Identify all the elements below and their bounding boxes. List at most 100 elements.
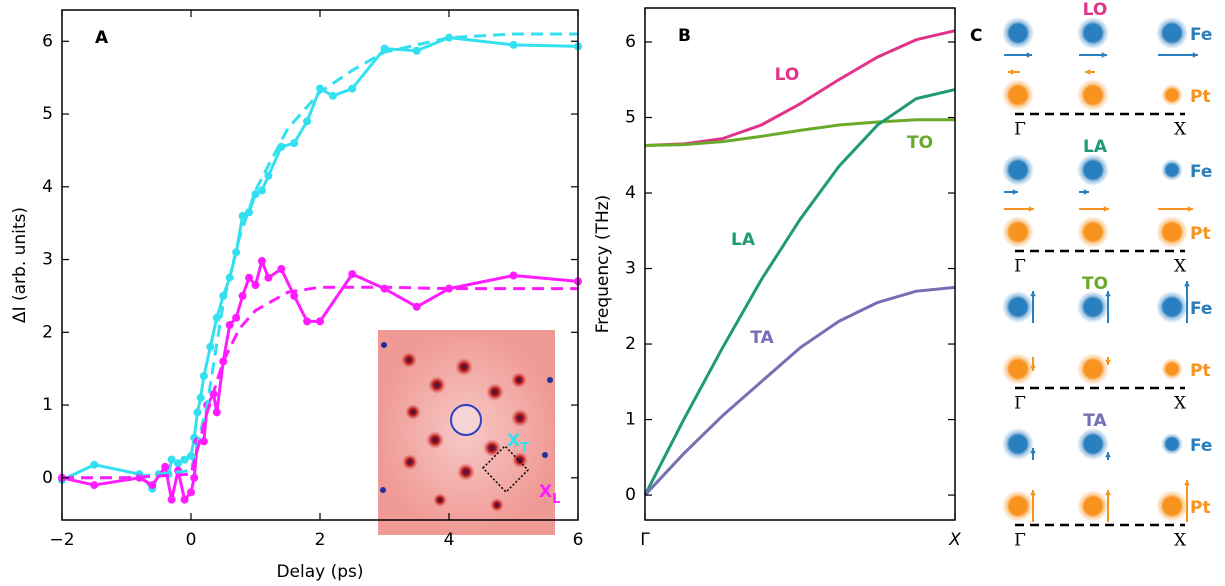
data-point (290, 139, 299, 148)
curve-label: LA (731, 230, 756, 250)
mode-label: LO (1083, 0, 1108, 20)
fe-atom (1161, 159, 1183, 181)
zone-end-label: X (1174, 531, 1187, 551)
data-point (206, 342, 215, 351)
series-line (644, 118, 955, 147)
data-point (257, 256, 266, 265)
data-point (148, 481, 157, 490)
x-axis-label: Delay (ps) (276, 562, 363, 582)
data-point (245, 208, 254, 217)
data-point (412, 302, 421, 311)
arrow-head (1012, 189, 1018, 195)
mode-label: LA (1083, 137, 1108, 157)
data-point (245, 273, 254, 282)
data-point (180, 495, 189, 504)
y-tick-label: 6 (42, 31, 53, 51)
y-tick-label: 5 (625, 107, 636, 127)
data-point (264, 171, 273, 180)
series-line (643, 285, 956, 497)
data-point (264, 273, 273, 282)
series-line (643, 88, 956, 496)
arrow-head (1103, 206, 1109, 212)
data-point (509, 271, 518, 280)
arrow-head (1030, 448, 1036, 454)
zone-end-label: Γ (1014, 394, 1026, 414)
plot-frame (644, 7, 956, 521)
zone-end-label: Γ (1014, 257, 1026, 277)
pt-atom (1161, 84, 1183, 106)
data-point (509, 40, 518, 49)
arrow-head (1085, 69, 1091, 75)
data-point (277, 142, 286, 151)
panel-label: C (970, 26, 982, 46)
y-tick-label: 6 (625, 32, 636, 52)
fe-atom (1077, 154, 1109, 186)
data-point (167, 495, 176, 504)
data-point (290, 291, 299, 300)
arrow-head (1101, 52, 1107, 58)
curve-label: TO (907, 133, 933, 153)
atom-label: Pt (1190, 361, 1211, 381)
fe-atom (1002, 291, 1034, 323)
y-tick-label: 4 (625, 183, 636, 203)
arrow-head (1105, 359, 1111, 365)
data-point (199, 437, 208, 446)
fe-atom (1156, 17, 1188, 49)
data-point (193, 408, 202, 417)
arrow-head (1184, 281, 1190, 287)
arrow-head (1187, 206, 1193, 212)
data-point (180, 455, 189, 464)
data-point (232, 313, 241, 322)
data-point (161, 462, 170, 471)
pt-atom (1156, 216, 1188, 248)
arrow-head (1184, 480, 1190, 486)
pt-atom (1077, 79, 1109, 111)
x-tick-label: −2 (49, 530, 74, 550)
zone-end-label: X (1174, 120, 1187, 140)
data-point (328, 91, 337, 100)
data-point (174, 459, 183, 468)
zone-end-label: X (1174, 257, 1187, 277)
arrow-head (1008, 69, 1014, 75)
inset-label-sub: T (520, 441, 529, 456)
x-tick-label: X (948, 530, 961, 550)
pt-atom (1002, 490, 1034, 522)
pt-atom (1002, 216, 1034, 248)
pt-atom (1156, 490, 1188, 522)
data-point (196, 393, 205, 402)
panel-label: B (678, 26, 691, 46)
data-point (212, 313, 221, 322)
data-point (251, 281, 260, 290)
pt-atom (1161, 358, 1183, 380)
fe-atom (1002, 428, 1034, 460)
data-point (199, 371, 208, 380)
data-point (90, 481, 99, 490)
y-axis-label: Frequency (THz) (593, 195, 613, 334)
data-point (303, 117, 312, 126)
arrow-head (1030, 490, 1036, 496)
pt-atom (1002, 353, 1034, 385)
arrow-head (1083, 189, 1089, 195)
data-point (348, 270, 357, 279)
atom-label: Pt (1190, 224, 1211, 244)
series-line (644, 29, 956, 147)
pt-atom (1002, 79, 1034, 111)
panel-label: A (95, 28, 109, 48)
mode-label: TO (1082, 274, 1108, 294)
arrow-head (1105, 490, 1111, 496)
y-tick-label: 5 (42, 104, 53, 124)
fe-atom (1156, 291, 1188, 323)
fe-atom (1077, 291, 1109, 323)
atom-label: Fe (1190, 436, 1212, 456)
data-point (90, 460, 99, 469)
y-tick-label: 0 (625, 485, 636, 505)
x-tick-label: Γ (640, 530, 650, 550)
zone-end-label: Γ (1014, 120, 1026, 140)
fe-atom (1002, 154, 1034, 186)
y-tick-label: 4 (42, 177, 53, 197)
atom-label: Fe (1190, 162, 1212, 182)
fe-atom (1077, 17, 1109, 49)
inset-label-text: X (507, 431, 520, 451)
arrow-head (1105, 452, 1111, 458)
mode-label: TA (1083, 411, 1107, 431)
